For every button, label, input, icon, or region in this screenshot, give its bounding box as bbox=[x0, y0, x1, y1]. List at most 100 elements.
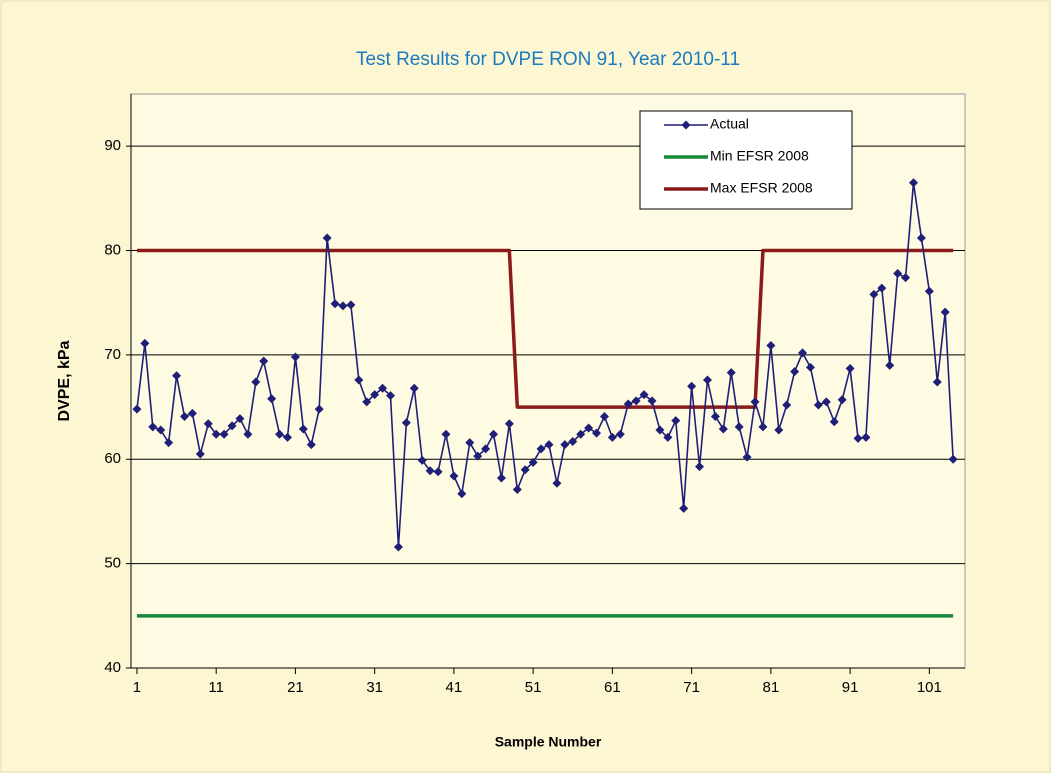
data-point bbox=[251, 377, 261, 387]
data-point bbox=[330, 299, 340, 309]
y-tick-label: 90 bbox=[104, 137, 121, 154]
data-point bbox=[837, 395, 847, 405]
data-point bbox=[235, 414, 245, 424]
y-tick-label: 80 bbox=[104, 242, 121, 259]
data-point bbox=[695, 462, 705, 472]
data-point bbox=[869, 289, 879, 299]
data-point bbox=[473, 451, 483, 461]
legend-marker bbox=[681, 120, 691, 130]
data-point bbox=[687, 381, 697, 391]
data-point bbox=[243, 429, 253, 439]
data-point bbox=[853, 433, 863, 443]
data-point bbox=[290, 352, 300, 362]
legend-label: Max EFSR 2008 bbox=[710, 180, 813, 196]
data-point bbox=[901, 273, 911, 283]
data-point bbox=[742, 452, 752, 462]
data-point bbox=[267, 394, 277, 404]
data-point bbox=[940, 307, 950, 317]
data-point bbox=[584, 423, 594, 433]
data-point bbox=[758, 422, 768, 432]
y-tick-label: 70 bbox=[104, 346, 121, 363]
data-point bbox=[734, 422, 744, 432]
x-tick-label: 51 bbox=[525, 679, 542, 696]
data-point bbox=[798, 348, 808, 358]
data-point bbox=[409, 383, 419, 393]
data-point bbox=[631, 396, 641, 406]
data-point bbox=[877, 283, 887, 293]
y-tick-label: 60 bbox=[104, 450, 121, 467]
data-point bbox=[639, 390, 649, 400]
data-point bbox=[386, 391, 396, 401]
x-tick-label: 101 bbox=[917, 679, 942, 696]
data-point bbox=[560, 440, 570, 450]
data-point bbox=[512, 485, 522, 495]
data-point bbox=[932, 377, 942, 387]
x-tick-label: 61 bbox=[604, 679, 621, 696]
legend-label: Min EFSR 2008 bbox=[710, 148, 809, 164]
data-point bbox=[623, 399, 633, 409]
x-tick-label: 11 bbox=[208, 679, 224, 696]
data-point bbox=[750, 397, 760, 407]
series-line bbox=[136, 181, 954, 548]
data-point bbox=[306, 440, 316, 450]
data-point bbox=[457, 489, 467, 499]
data-point bbox=[845, 363, 855, 373]
y-tick-label: 40 bbox=[104, 659, 121, 676]
data-point bbox=[726, 368, 736, 378]
data-point bbox=[679, 503, 689, 513]
data-point bbox=[481, 444, 491, 454]
data-point bbox=[504, 419, 514, 429]
data-point bbox=[425, 466, 435, 476]
data-point bbox=[164, 438, 174, 448]
data-point bbox=[259, 356, 269, 366]
x-tick-label: 41 bbox=[446, 679, 463, 696]
data-point bbox=[393, 542, 403, 552]
data-point bbox=[702, 375, 712, 385]
data-point bbox=[576, 429, 586, 439]
data-point bbox=[489, 429, 499, 439]
data-point bbox=[774, 425, 784, 435]
data-point bbox=[172, 371, 182, 381]
data-point bbox=[282, 432, 292, 442]
data-point bbox=[227, 421, 237, 431]
data-point bbox=[433, 467, 443, 477]
data-point bbox=[829, 417, 839, 427]
data-point bbox=[782, 400, 792, 410]
x-tick-label: 1 bbox=[133, 679, 141, 696]
data-point bbox=[449, 471, 459, 481]
data-point bbox=[203, 419, 213, 429]
data-point bbox=[861, 432, 871, 442]
data-point bbox=[766, 341, 776, 351]
data-point bbox=[179, 411, 189, 421]
data-point bbox=[647, 396, 657, 406]
data-point bbox=[346, 300, 356, 310]
data-point bbox=[544, 440, 554, 450]
data-point bbox=[275, 429, 285, 439]
data-point bbox=[885, 360, 895, 370]
data-point bbox=[370, 390, 380, 400]
data-point bbox=[211, 429, 221, 439]
chart-title: Test Results for DVPE RON 91, Year 2010-… bbox=[356, 49, 740, 70]
data-point bbox=[718, 424, 728, 434]
data-point bbox=[710, 411, 720, 421]
data-point bbox=[496, 473, 506, 483]
x-tick-label: 21 bbox=[287, 679, 304, 696]
data-point bbox=[908, 178, 918, 188]
legend-label: Actual bbox=[710, 116, 749, 132]
data-point bbox=[417, 455, 427, 465]
data-point bbox=[893, 269, 903, 279]
data-point bbox=[607, 432, 617, 442]
data-point bbox=[592, 428, 602, 438]
data-point bbox=[805, 362, 815, 372]
y-tick-label: 50 bbox=[104, 555, 121, 572]
data-point bbox=[378, 383, 388, 393]
series-line bbox=[136, 248, 954, 409]
data-point bbox=[354, 375, 364, 385]
data-point bbox=[441, 429, 451, 439]
data-point bbox=[195, 449, 205, 459]
data-point bbox=[156, 425, 166, 435]
x-tick-label: 71 bbox=[683, 679, 700, 696]
data-point bbox=[520, 465, 530, 475]
data-point bbox=[132, 404, 142, 414]
data-point bbox=[568, 437, 578, 447]
